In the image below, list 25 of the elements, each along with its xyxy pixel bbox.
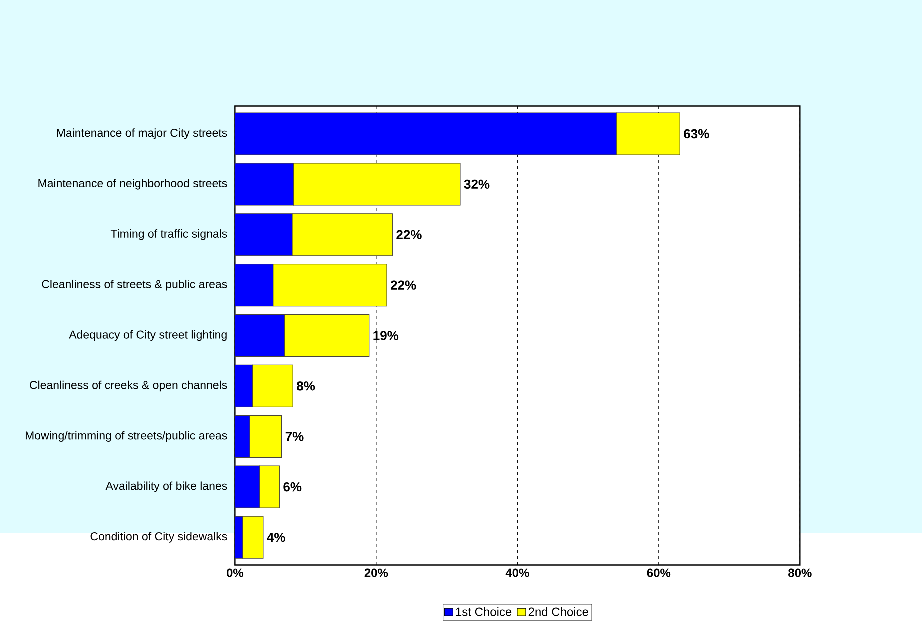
total-label: 6%: [284, 482, 302, 492]
total-label: 4%: [267, 533, 286, 542]
x-tick-label: 80%: [788, 568, 812, 578]
x-tick-label: 20%: [364, 568, 388, 578]
legend-label: 2nd Choice: [528, 608, 588, 616]
y-tick-label: Timing of traffic signals: [110, 230, 228, 240]
y-tick-label: Maintenance of neighborhood streets: [38, 179, 228, 190]
y-tick-label: Adequacy of City street lighting: [69, 330, 227, 342]
x-tick-label: 40%: [506, 568, 530, 578]
total-label: 7%: [286, 432, 304, 442]
y-tick-label: Condition of City sidewalks: [90, 532, 228, 543]
total-label: 22%: [391, 280, 416, 290]
x-tick-label: 0%: [226, 568, 244, 578]
y-tick-label: Mowing/trimming of streets/public areas: [26, 431, 228, 442]
total-label: 8%: [297, 382, 316, 391]
total-label: 32%: [464, 180, 490, 190]
legend-label: 1st Choice: [456, 608, 512, 616]
total-label: 19%: [374, 331, 399, 340]
x-tick-label: 60%: [647, 568, 671, 578]
total-label: 22%: [396, 230, 422, 240]
y-tick-label: Availability of bike lanes: [106, 482, 228, 493]
total-label: 63%: [684, 129, 710, 139]
y-tick-label: Maintenance of major City streets: [57, 128, 228, 140]
y-tick-label: Cleanliness of streets & public areas: [42, 280, 228, 291]
y-tick-label: Cleanliness of creeks & open channels: [30, 380, 228, 392]
